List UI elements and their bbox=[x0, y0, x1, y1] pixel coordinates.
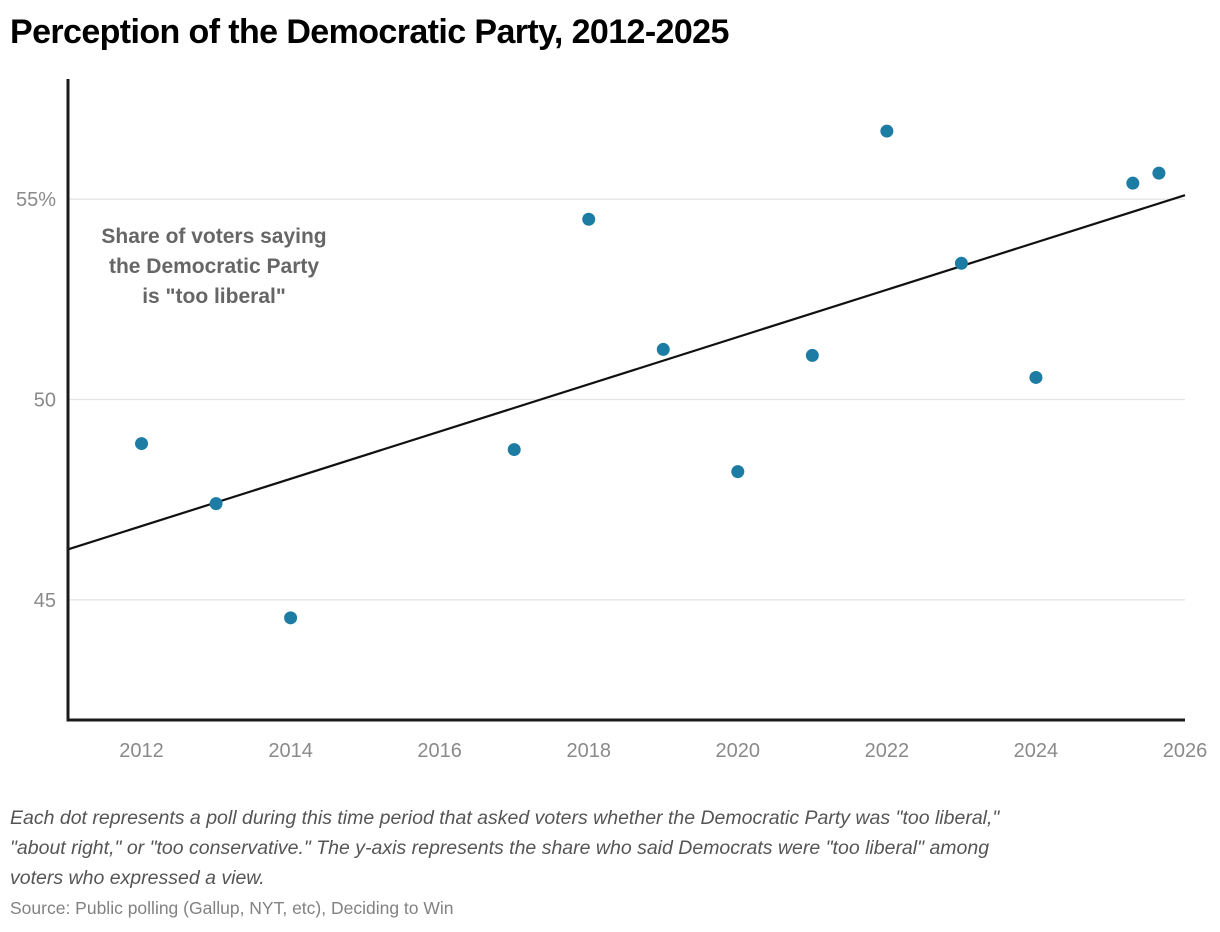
y-tick-label-45: 45 bbox=[34, 590, 56, 612]
data-point-2012 bbox=[135, 437, 149, 451]
plot-annotation-line: is "too liberal" bbox=[142, 285, 286, 308]
data-point-2021 bbox=[805, 348, 819, 362]
data-point-2014 bbox=[284, 611, 298, 625]
trend-line bbox=[66, 194, 1186, 551]
data-point-2020 bbox=[731, 465, 745, 479]
data-point-2025.65 bbox=[1152, 166, 1166, 180]
data-point-2023 bbox=[954, 256, 968, 270]
x-tick-label-2026: 2026 bbox=[1163, 740, 1208, 762]
data-point-2024 bbox=[1029, 370, 1043, 384]
data-point-2018 bbox=[582, 212, 596, 226]
x-tick-label-2022: 2022 bbox=[865, 740, 910, 762]
x-tick-label-2018: 2018 bbox=[566, 740, 611, 762]
plot-annotation: Share of voters saying the Democratic Pa… bbox=[82, 222, 346, 312]
x-tick-label-2020: 2020 bbox=[716, 740, 761, 762]
x-tick-label-2014: 2014 bbox=[268, 740, 313, 762]
chart-footnote: Each dot represents a poll during this t… bbox=[10, 803, 1210, 893]
x-tick-label-2016: 2016 bbox=[417, 740, 462, 762]
footnote-line: Each dot represents a poll during this t… bbox=[10, 807, 1000, 829]
data-point-2019 bbox=[656, 342, 670, 356]
data-point-2025.3 bbox=[1126, 176, 1140, 190]
y-tick-label-55: 55% bbox=[16, 189, 56, 211]
data-point-2017 bbox=[507, 443, 521, 457]
data-point-2013 bbox=[209, 497, 223, 511]
footnote-line: voters who expressed a view. bbox=[10, 867, 265, 889]
data-point-2022 bbox=[880, 124, 894, 138]
scatter-plot: 45 50 55% 2012 2014 2016 2018 2020 2022 2024 2026 bbox=[16, 79, 1208, 762]
footnote-line: "about right," or "too conservative." Th… bbox=[10, 837, 990, 859]
y-tick-label-50: 50 bbox=[34, 390, 56, 412]
x-tick-label-2024: 2024 bbox=[1014, 740, 1059, 762]
chart-title: Perception of the Democratic Party, 2012… bbox=[10, 13, 729, 51]
source-line: Source: Public polling (Gallup, NYT, etc… bbox=[10, 898, 454, 918]
x-tick-label-2012: 2012 bbox=[119, 740, 164, 762]
plot-annotation-line: the Democratic Party bbox=[108, 255, 320, 278]
plot-annotation-line: Share of voters saying bbox=[101, 225, 327, 248]
